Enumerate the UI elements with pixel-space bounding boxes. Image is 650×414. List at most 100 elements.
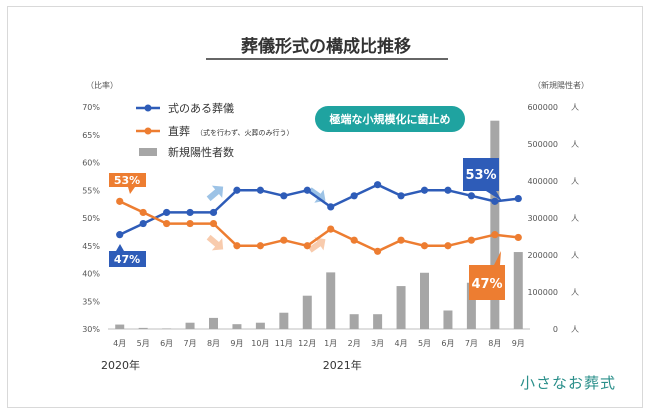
- point-ceremony: [420, 186, 429, 194]
- point-direct-cremation: [467, 236, 475, 244]
- right-tick-unit: 人: [571, 251, 579, 260]
- trend-arrow-down-icon: [206, 234, 224, 251]
- left-tick-label: 45%: [82, 242, 100, 251]
- x-tick-label: 10月: [251, 339, 269, 348]
- label-box-orange-start: [109, 173, 146, 194]
- bar-new-cases: [115, 324, 125, 329]
- bar-new-cases: [302, 295, 312, 329]
- right-tick-label: 100000: [527, 288, 558, 297]
- point-direct-cremation: [420, 242, 429, 250]
- x-tick-label: 8月: [488, 339, 501, 348]
- x-tick-label: 9月: [230, 339, 243, 348]
- point-direct-cremation: [303, 242, 311, 250]
- brand-logo: 小さなお葬式: [519, 374, 616, 392]
- series-line-direct-cremation: [119, 200, 519, 253]
- point-direct-cremation: [256, 242, 264, 250]
- left-tick-label: 35%: [82, 297, 100, 306]
- point-ceremony: [256, 186, 264, 194]
- point-ceremony: [163, 208, 171, 217]
- left-tick-label: 70%: [82, 103, 100, 112]
- left-tick-label: 65%: [82, 131, 100, 140]
- trend-arrow-down-icon-shape: [206, 234, 224, 251]
- year-label-2020: 2020年: [101, 358, 140, 372]
- label-box-blue-start: [109, 244, 146, 267]
- right-tick-label: 400000: [527, 177, 558, 186]
- point-ceremony: [397, 192, 405, 200]
- x-tick-label: 7月: [184, 339, 197, 348]
- left-tick-label: 30%: [82, 325, 100, 334]
- point-direct-cremation: [514, 233, 522, 242]
- bar-new-cases: [466, 282, 476, 329]
- legend-marker-orange: [144, 127, 152, 135]
- x-tick-label: 12月: [298, 339, 316, 348]
- x-tick-label: 5月: [137, 339, 150, 348]
- point-direct-cremation: [233, 242, 241, 250]
- bar-new-cases: [209, 317, 218, 329]
- point-ceremony: [491, 197, 499, 205]
- x-tick-label: 7月: [465, 339, 478, 348]
- label-box-blue-end: [463, 158, 502, 201]
- x-tick-label: 4月: [395, 339, 408, 348]
- point-ceremony: [374, 181, 382, 189]
- label-blue-start: 47%: [114, 253, 140, 266]
- callout-box: [315, 106, 465, 132]
- point-ceremony: [327, 203, 335, 211]
- right-tick-label: 500000: [527, 140, 558, 149]
- legend-marker-blue: [144, 104, 152, 112]
- bar-new-cases: [373, 314, 383, 329]
- x-tick-label: 6月: [160, 339, 173, 348]
- point-ceremony: [467, 192, 475, 200]
- bar-new-cases: [490, 120, 500, 329]
- x-tick-label: 3月: [371, 339, 384, 348]
- x-tick-label: 5月: [418, 339, 431, 348]
- right-tick-unit: 人: [571, 177, 579, 186]
- bar-new-cases: [255, 322, 265, 329]
- bar-new-cases: [396, 286, 406, 329]
- point-direct-cremation: [397, 236, 405, 244]
- right-tick-unit: 人: [571, 325, 579, 334]
- point-ceremony: [303, 186, 311, 194]
- x-tick-label: 11月: [275, 339, 293, 348]
- point-direct-cremation: [116, 197, 124, 205]
- point-ceremony: [116, 231, 124, 239]
- point-direct-cremation: [209, 219, 218, 228]
- x-tick-label: 9月: [512, 339, 525, 348]
- right-tick-label: 200000: [527, 251, 558, 260]
- label-orange-end: 47%: [471, 277, 502, 292]
- point-direct-cremation: [139, 208, 147, 217]
- point-direct-cremation: [350, 236, 358, 244]
- bar-new-cases: [138, 327, 148, 329]
- trend-arrow-up-icon-shape: [308, 237, 326, 253]
- trend-arrow-up-icon: [308, 237, 326, 253]
- bar-new-cases: [443, 310, 453, 329]
- right-tick-unit: 人: [571, 288, 579, 297]
- point-ceremony: [514, 194, 522, 203]
- chart-title: 葬儀形式の構成比推移: [241, 36, 411, 57]
- legend-label-gray: 新規陽性者数: [168, 145, 234, 159]
- bar-new-cases: [420, 272, 429, 329]
- x-tick-label: 1月: [324, 339, 337, 348]
- point-direct-cremation: [163, 219, 171, 228]
- bar-new-cases: [349, 314, 359, 329]
- bar-new-cases: [185, 322, 195, 329]
- bar-new-cases: [279, 312, 289, 329]
- point-ceremony: [350, 192, 358, 200]
- x-tick-label: 8月: [207, 339, 220, 348]
- left-tick-label: 55%: [82, 186, 100, 195]
- point-ceremony: [209, 208, 218, 217]
- point-ceremony: [139, 219, 147, 228]
- bar-new-cases: [326, 272, 336, 329]
- trend-arrow-up-icon: [206, 185, 224, 202]
- label-blue-end: 53%: [465, 168, 496, 183]
- x-tick-label: 4月: [113, 339, 126, 348]
- label-box-orange-end: [469, 251, 505, 300]
- legend: 式のある葬儀 直葬 （式を行わず、火葬のみ行う） 新規陽性者数: [136, 101, 294, 159]
- bar-new-cases: [162, 328, 172, 329]
- point-direct-cremation: [327, 225, 335, 233]
- right-tick-label: 300000: [527, 214, 558, 223]
- point-direct-cremation: [186, 219, 194, 228]
- legend-label-blue: 式のある葬儀: [168, 101, 234, 115]
- point-direct-cremation: [491, 231, 499, 239]
- point-ceremony: [444, 186, 452, 194]
- point-direct-cremation: [280, 236, 288, 244]
